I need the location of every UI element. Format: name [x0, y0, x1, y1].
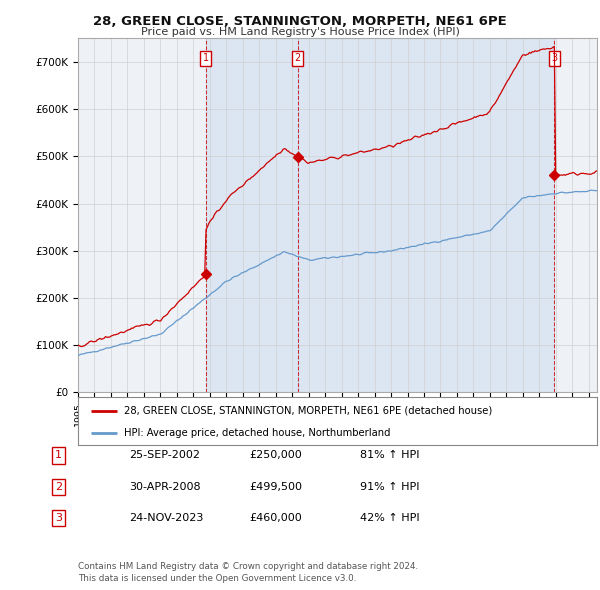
Text: 2: 2 — [55, 482, 62, 491]
Bar — [206, 38, 298, 392]
Text: 25-SEP-2002: 25-SEP-2002 — [129, 451, 200, 460]
Text: 81% ↑ HPI: 81% ↑ HPI — [360, 451, 419, 460]
Text: 30-APR-2008: 30-APR-2008 — [129, 482, 200, 491]
Text: 24-NOV-2023: 24-NOV-2023 — [129, 513, 203, 523]
Text: Price paid vs. HM Land Registry's House Price Index (HPI): Price paid vs. HM Land Registry's House … — [140, 27, 460, 37]
Text: 42% ↑ HPI: 42% ↑ HPI — [360, 513, 419, 523]
Text: 3: 3 — [55, 513, 62, 523]
Text: 1: 1 — [55, 451, 62, 460]
Text: £460,000: £460,000 — [249, 513, 302, 523]
Text: 1: 1 — [203, 53, 209, 63]
Text: 28, GREEN CLOSE, STANNINGTON, MORPETH, NE61 6PE (detached house): 28, GREEN CLOSE, STANNINGTON, MORPETH, N… — [124, 405, 492, 415]
Text: £499,500: £499,500 — [249, 482, 302, 491]
Text: HPI: Average price, detached house, Northumberland: HPI: Average price, detached house, Nort… — [124, 428, 390, 438]
Text: £250,000: £250,000 — [249, 451, 302, 460]
Text: 3: 3 — [551, 53, 557, 63]
Bar — [298, 38, 554, 392]
Text: 28, GREEN CLOSE, STANNINGTON, MORPETH, NE61 6PE: 28, GREEN CLOSE, STANNINGTON, MORPETH, N… — [93, 15, 507, 28]
Text: Contains HM Land Registry data © Crown copyright and database right 2024.
This d: Contains HM Land Registry data © Crown c… — [78, 562, 418, 583]
Text: 91% ↑ HPI: 91% ↑ HPI — [360, 482, 419, 491]
Text: 2: 2 — [295, 53, 301, 63]
